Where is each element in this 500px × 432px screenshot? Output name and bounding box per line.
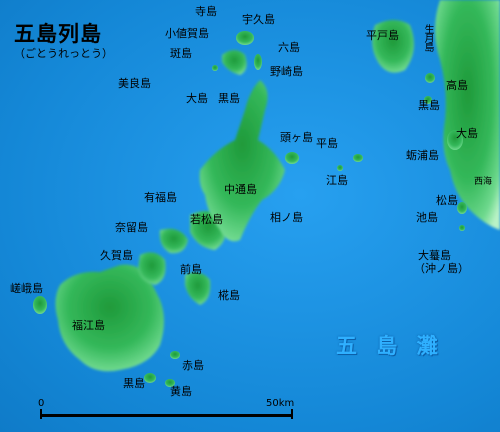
label-sagashima: 嵯峨島 — [10, 282, 43, 295]
naruishima-land — [159, 228, 188, 254]
label-ejima: 江島 — [326, 174, 348, 187]
sagashima-land — [33, 296, 47, 314]
scale-tick-end — [291, 409, 293, 419]
scale-label-start: 0 — [38, 398, 45, 409]
scale-tick-start — [40, 409, 42, 419]
label-kuroshima-south: 黒島 — [123, 377, 145, 390]
ikeshima-land — [459, 225, 465, 231]
nozakijima-land — [254, 54, 262, 70]
label-fukuejima: 福江島 — [72, 319, 105, 332]
label-terashima: 寺島 — [195, 5, 217, 18]
label-arifukujima: 有福島 — [144, 191, 177, 204]
kishima-land — [165, 379, 175, 387]
fukuejima-land — [55, 264, 164, 372]
label-ikitsukijima: 生月島 — [422, 24, 433, 51]
ukujima-land — [236, 31, 254, 45]
kabashima-land — [185, 272, 211, 305]
label-ojikajima: 小値賀島 — [165, 27, 209, 40]
kuroshima-e-land — [424, 96, 432, 104]
scale-label-end: 50km — [266, 398, 295, 409]
label-ikeshima: 池島 — [416, 211, 438, 224]
takashima-land — [425, 73, 435, 83]
label-okinoshima: （沖ノ島） — [414, 262, 469, 275]
label-madarashima: 斑島 — [170, 47, 192, 60]
label-madaraura: 蛎浦島 — [406, 149, 439, 162]
label-kuroshima-north: 黒島 — [218, 92, 240, 105]
map-title: 五島列島 — [14, 22, 102, 46]
sea-label-gotonada: 五 島 灘 — [336, 334, 444, 358]
label-biraijima: 美良島 — [118, 77, 151, 90]
label-wakamatsujima: 若松島 — [190, 213, 223, 226]
label-akashima: 赤島 — [182, 359, 204, 372]
label-kishima: 黄島 — [170, 385, 192, 398]
label-oshima: 大島 — [186, 92, 208, 105]
label-rokushima: 六島 — [278, 41, 300, 54]
oshima-e-land — [447, 130, 463, 150]
madarashima-land — [212, 65, 218, 71]
hirashima-land — [353, 154, 363, 162]
label-kugajima: 久賀島 — [100, 249, 133, 262]
kuroshima-s-land — [144, 373, 156, 383]
kugajima-land — [138, 252, 166, 285]
label-ainoshima: 相ノ島 — [270, 211, 303, 224]
scale-bar: 0 50km — [38, 398, 298, 422]
label-ukujima: 宇久島 — [242, 13, 275, 26]
label-naruishima: 奈留島 — [115, 221, 148, 234]
label-kabashima: 椛島 — [218, 289, 240, 302]
label-oshima-east: 大島 — [456, 127, 478, 140]
label-kashiragashima: 頭ヶ島 — [280, 131, 313, 144]
scale-bar-line — [40, 414, 292, 417]
hiradojima-land — [372, 20, 414, 73]
ejima-land — [337, 165, 343, 171]
map-title-reading: （ごとうれっとう） — [14, 47, 113, 60]
label-kuroshima-east: 黒島 — [418, 99, 440, 112]
mainland-east — [435, 0, 500, 230]
label-hirashima: 平島 — [316, 137, 338, 150]
nakadorijima-land — [199, 80, 285, 242]
label-nakadorijima: 中通島 — [224, 183, 257, 196]
ojikajima-land — [222, 50, 247, 75]
label-maejima: 前島 — [180, 263, 202, 276]
label-ogashima: 大蟇島 — [418, 249, 451, 262]
label-saikai: 西海 — [474, 177, 493, 187]
kashiragashima-land — [285, 152, 299, 164]
label-hiradojima: 平戸島 — [366, 29, 399, 42]
akashima-land — [170, 351, 180, 359]
label-takashima: 高島 — [446, 79, 468, 92]
label-nozakijima: 野崎島 — [270, 65, 303, 78]
matsushima-land — [457, 202, 467, 214]
label-matsushima: 松島 — [436, 194, 458, 207]
